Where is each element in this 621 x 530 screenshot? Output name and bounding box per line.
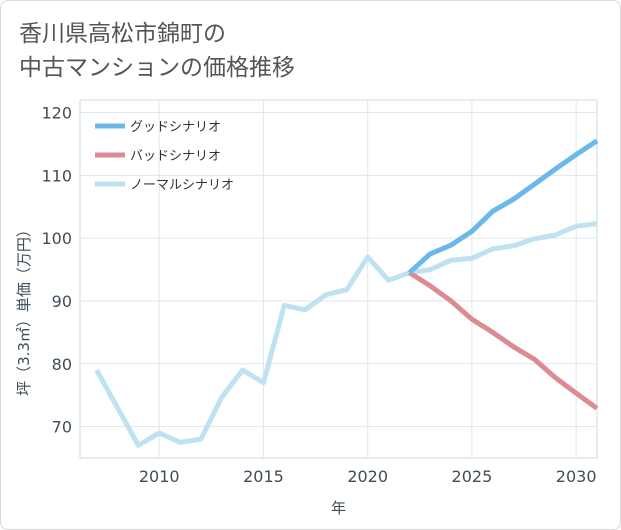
y-tick-label: 80 xyxy=(52,355,72,374)
series-line-1 xyxy=(408,270,599,411)
chart-title-line-2: 中古マンションの価格推移 xyxy=(19,55,295,81)
series-line-0 xyxy=(94,221,598,448)
grid-lines xyxy=(79,99,598,459)
plot-area xyxy=(79,99,598,459)
chart-title: 香川県高松市錦町の 中古マンションの価格推移 xyxy=(19,17,579,85)
y-tick-label: 100 xyxy=(41,229,72,248)
y-axis-title: 坪（3.3㎡）単価（万円） xyxy=(15,222,33,396)
x-tick-label: 2025 xyxy=(452,467,493,486)
x-tick-label: 2030 xyxy=(556,467,597,486)
legend-label: バッドシナリオ xyxy=(130,149,221,164)
x-tick-label: 2010 xyxy=(139,467,180,486)
x-tick-label: 2015 xyxy=(243,467,284,486)
chart-title-line-1: 香川県高松市錦町の xyxy=(19,21,226,47)
series-lines xyxy=(94,138,599,448)
legend-label: ノーマルシナリオ xyxy=(130,178,234,193)
x-tick-label: 2020 xyxy=(347,467,388,486)
x-axis-title: 年 xyxy=(331,499,346,517)
y-tick-label: 90 xyxy=(52,292,72,311)
y-tick-label: 70 xyxy=(52,418,72,437)
y-tick-label: 120 xyxy=(41,104,72,123)
legend-label: グッドシナリオ xyxy=(130,120,221,135)
series-line-2 xyxy=(407,138,599,275)
axis-ticks: 70 80 90 100 110 120 2010 2015 2020 2025 2030 xyxy=(41,104,596,486)
y-tick-label: 110 xyxy=(41,166,72,185)
